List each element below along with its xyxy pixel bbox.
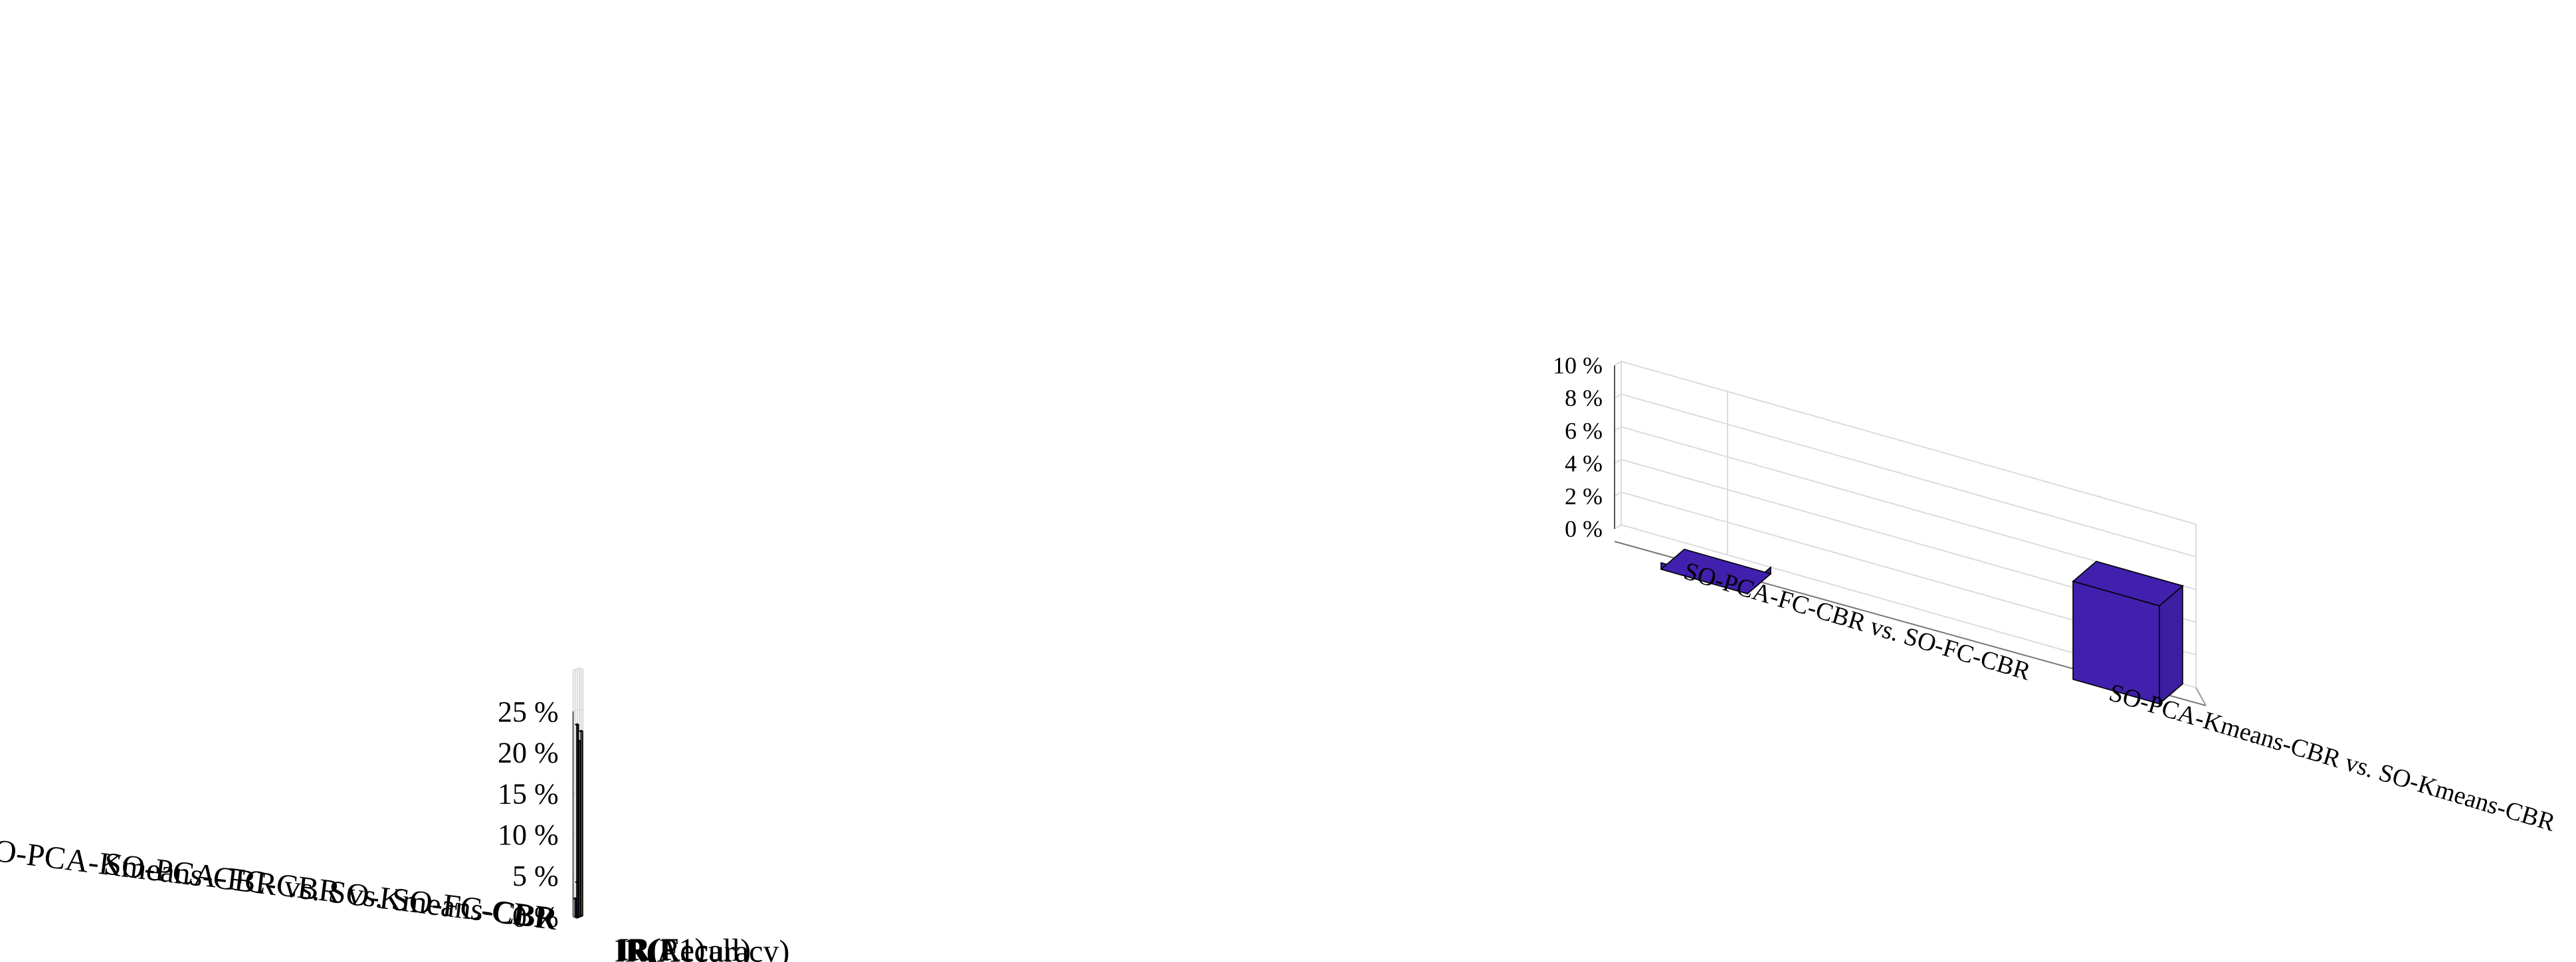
chart2-z-tick-label: 10 %	[1553, 352, 1603, 379]
chart1-bar-side	[580, 729, 583, 917]
chart1-bar-top	[575, 723, 579, 726]
chart1-col-label: IR(Accuracy)	[615, 933, 790, 962]
chart1-z-tick-label: 0 %	[512, 901, 559, 933]
chart2-bars	[1660, 548, 2184, 706]
chart1-z-tick-label: 15 %	[498, 777, 559, 810]
chart2-z-tick-label: 0 %	[1565, 516, 1603, 542]
chart2-gridline-z-left	[1614, 458, 1622, 464]
chart2-bar-side	[2159, 585, 2183, 706]
chart2-bar-top	[1660, 548, 1772, 595]
chart1-bar	[579, 729, 583, 917]
chart2-gridline-z-left	[1614, 393, 1622, 399]
chart2-gridline-z	[1621, 361, 2197, 525]
chart2-gridline-z-left	[1614, 491, 1622, 497]
chart1-z-tick-label: 5 %	[512, 860, 559, 892]
chart1-bar-side	[576, 723, 579, 918]
chart2-depth-axis	[2195, 687, 2207, 706]
chart2-bar-top	[2072, 561, 2184, 607]
chart1-z-tick-label: 25 %	[498, 696, 559, 728]
chart1-col-label: IR(Recall)	[617, 933, 751, 962]
chart2-z-tick-label: 4 %	[1565, 450, 1603, 477]
chart1-bars	[573, 723, 583, 919]
chart1-bar-top	[577, 739, 581, 742]
chart2-z-tick-label: 6 %	[1565, 417, 1603, 444]
chart2-bar	[2072, 561, 2184, 706]
chart2-z-tick-label: 2 %	[1565, 483, 1603, 510]
chart1-z-tick-label: 20 %	[498, 737, 559, 769]
chart2-gridline-z-left	[1614, 426, 1622, 432]
chart1-col-label: IR(F1)	[619, 932, 706, 962]
chart2-gridline-z-left	[1614, 524, 1622, 529]
chart1-bar-side	[578, 739, 581, 917]
chart1-bar-top	[573, 897, 577, 900]
chart1-z-tick-label: 10 %	[498, 818, 559, 851]
chart1-bar-top	[579, 729, 583, 733]
chart2-gridline-z-left	[1614, 361, 1622, 366]
chart2-bar	[1660, 548, 1772, 595]
chart2-gridline-z	[1621, 393, 2197, 558]
chart2-z-tick-label: 8 %	[1565, 385, 1603, 411]
chart1-bar	[575, 723, 579, 919]
